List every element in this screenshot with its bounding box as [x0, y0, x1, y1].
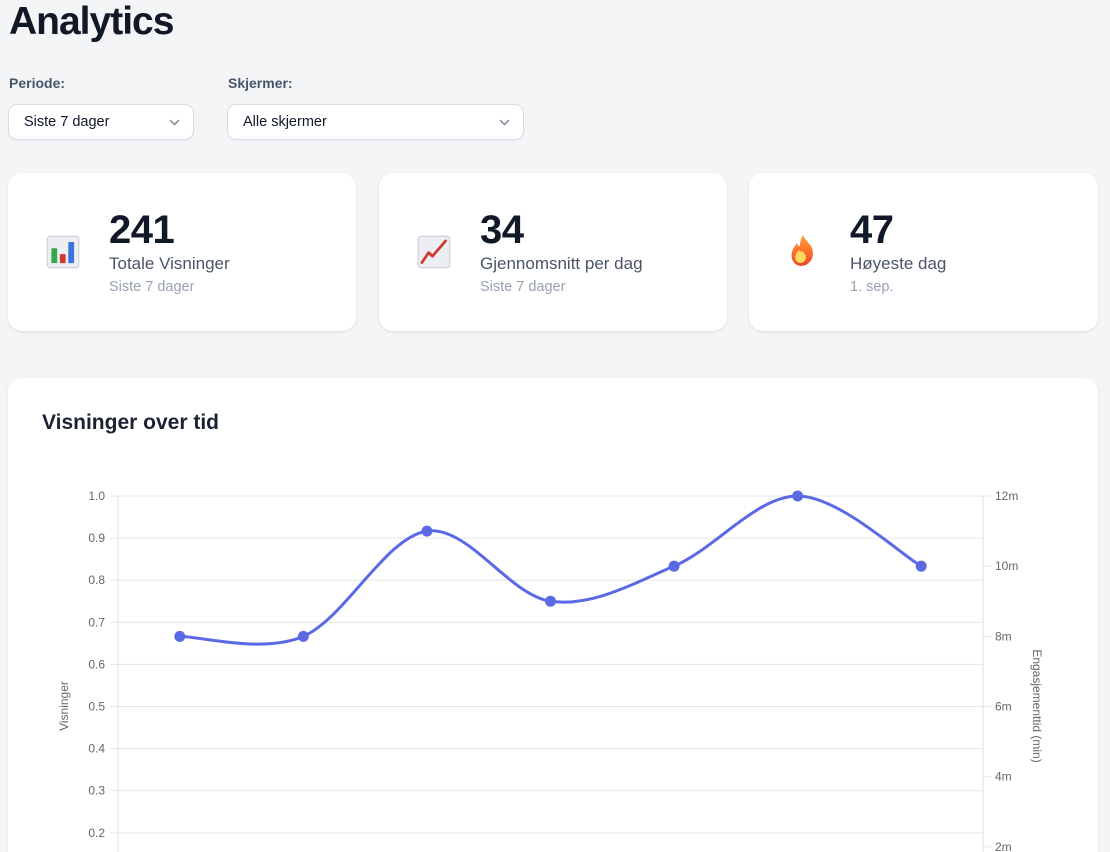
stat-value: 241: [109, 208, 175, 252]
data-point[interactable]: [915, 560, 927, 572]
y-axis-tick-label: 1.0: [88, 489, 105, 503]
stat-label: Høyeste dag: [850, 254, 947, 273]
data-point[interactable]: [174, 630, 186, 642]
stat-card-total-views: 241 Totale Visninger Siste 7 dager: [8, 173, 356, 331]
chart-increasing-icon: [417, 235, 451, 269]
y2-axis-tick-label: 6m: [995, 700, 1012, 714]
y2-axis-tick-label: 10m: [995, 559, 1018, 573]
y-axis-tick-label: 0.8: [88, 573, 105, 587]
page-title: Analytics: [9, 0, 174, 43]
stat-label: Gjennomsnitt per dag: [480, 254, 643, 273]
chevron-down-icon: [169, 119, 180, 125]
y2-axis-tick-label: 2m: [995, 840, 1012, 852]
y2-axis-tick-label: 8m: [995, 629, 1012, 643]
views-over-time-card: Visninger over tid 1.0 0.9 0.8 0.7 0.6 0.5 0.4…: [8, 378, 1098, 852]
stat-card-text: 241 Totale Visninger Siste 7 dager: [109, 209, 230, 295]
right-axis-title: Engasjementtid (min): [1030, 649, 1044, 762]
y-axis-tick-label: 0.3: [88, 784, 105, 798]
y-axis-tick-label: 0.4: [88, 742, 105, 756]
stat-sublabel: 1. sep.: [850, 279, 894, 295]
stat-card-average-per-day: 34 Gjennomsnitt per dag Siste 7 dager: [379, 173, 727, 331]
period-select-value: Siste 7 dager: [24, 114, 110, 130]
stat-sublabel: Siste 7 dager: [109, 279, 195, 295]
y2-axis-tick-label: 12m: [995, 489, 1018, 503]
stat-card-text: 34 Gjennomsnitt per dag Siste 7 dager: [480, 209, 643, 295]
chart-title: Visninger over tid: [42, 411, 219, 434]
data-point[interactable]: [545, 595, 556, 607]
stat-value: 47: [850, 208, 894, 252]
y-axis-tick-label: 0.9: [88, 531, 105, 545]
left-axis-title: Visninger: [57, 681, 71, 731]
data-point[interactable]: [668, 560, 680, 572]
bar-chart-icon: [46, 235, 80, 269]
data-point[interactable]: [297, 630, 309, 642]
stat-value: 34: [480, 208, 524, 252]
y-axis-tick-label: 0.2: [88, 826, 105, 840]
chevron-down-icon: [499, 119, 510, 125]
y-axis-tick-label: 0.6: [88, 657, 105, 671]
data-point[interactable]: [792, 490, 804, 502]
period-filter-label: Periode:: [9, 75, 66, 91]
y-axis-tick-label: 0.5: [88, 700, 105, 714]
fire-icon: [791, 234, 813, 266]
stat-sublabel: Siste 7 dager: [480, 279, 566, 295]
screens-filter-label: Skjermer:: [228, 75, 293, 91]
screens-select-value: Alle skjermer: [243, 114, 327, 130]
stat-label: Totale Visninger: [109, 254, 230, 273]
stat-card-text: 47 Høyeste dag 1. sep.: [850, 209, 946, 295]
y2-axis-tick-label: 4m: [995, 770, 1012, 784]
views-over-time-chart[interactable]: 1.0 0.9 0.8 0.7 0.6 0.5 0.4 0.3 0.2 12m 10m 8m 6m 4m 2…: [8, 455, 1098, 852]
data-point[interactable]: [421, 525, 433, 537]
screens-select[interactable]: Alle skjermer: [227, 104, 524, 140]
stat-card-highest-day: 47 Høyeste dag 1. sep.: [749, 173, 1098, 331]
period-select[interactable]: Siste 7 dager: [8, 104, 194, 140]
y-axis-tick-label: 0.7: [88, 615, 105, 629]
